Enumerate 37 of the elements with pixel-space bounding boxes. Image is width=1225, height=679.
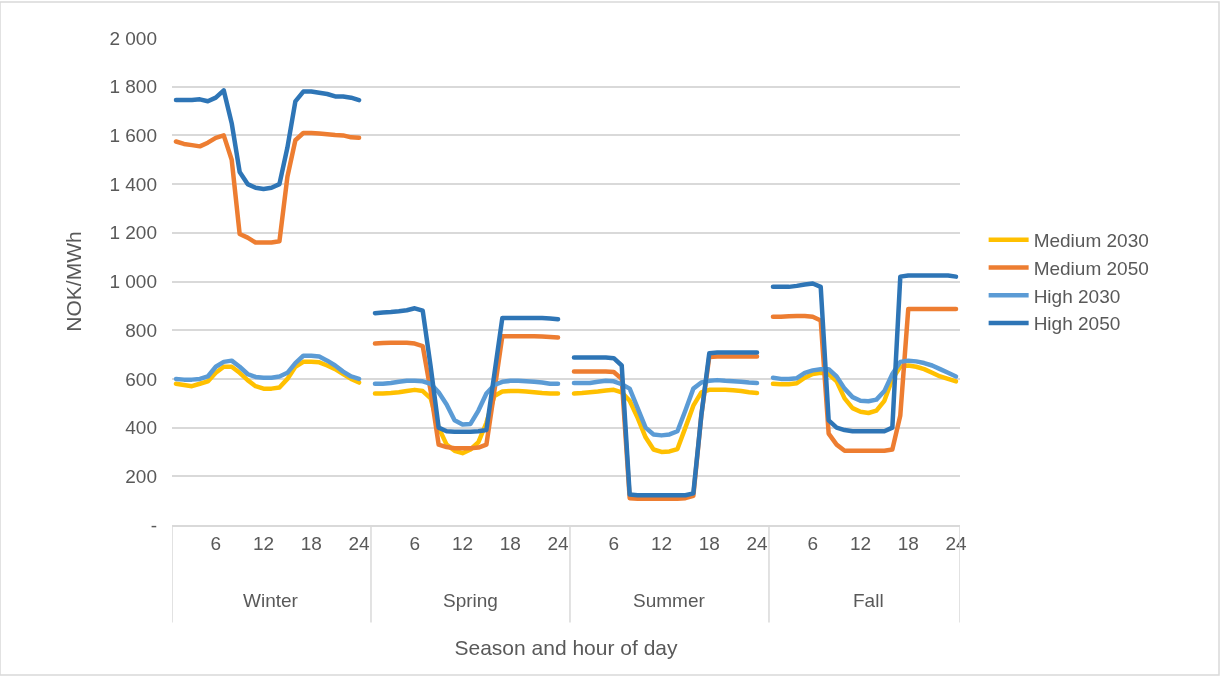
x-tick-label: 18 [300, 532, 322, 554]
x-tick-label: 12 [451, 532, 474, 554]
x-tick-label: 12 [849, 532, 872, 554]
y-tick-label: 800 [125, 319, 157, 341]
x-tick-label: 18 [698, 532, 720, 554]
y-axis-title: NOK/MWh [61, 231, 85, 332]
x-tick-label: 12 [650, 532, 673, 554]
text: Summer [633, 590, 706, 611]
x-tick-label: 6 [409, 532, 421, 554]
x-tick-label: 6 [807, 532, 819, 554]
x-tick-label: 24 [547, 532, 570, 554]
legend-label: Medium 2050 [1033, 257, 1149, 279]
x-tick-label: 18 [897, 532, 919, 554]
legend-label: High 2030 [1033, 285, 1121, 307]
text: Fall [853, 590, 884, 611]
text: Winter [243, 590, 299, 611]
legend-label: High 2050 [1033, 313, 1121, 335]
y-tick-label: 1 800 [109, 76, 157, 98]
x-tick-label: 6 [210, 532, 222, 554]
legend-label: Medium 2030 [1033, 230, 1149, 252]
text: Spring [443, 590, 498, 611]
x-axis-title: Season and hour of day [454, 636, 678, 660]
y-tick-label: 200 [125, 465, 157, 487]
y-tick-label: 400 [125, 417, 157, 439]
x-tick-label: 6 [608, 532, 620, 554]
x-tick-label: 24 [348, 532, 371, 554]
x-tick-label: 24 [746, 532, 769, 554]
x-tick-label: 18 [499, 532, 521, 554]
y-tick-label: 600 [125, 368, 157, 390]
y-tick-label: 1 600 [109, 125, 157, 147]
y-tick-label: 1 000 [109, 271, 157, 293]
y-tick-label: - [150, 514, 157, 536]
x-tick-label: 24 [945, 532, 968, 554]
y-tick-label: 1 200 [109, 222, 157, 244]
x-tick-label: 12 [252, 532, 275, 554]
y-tick-label: 2 000 [109, 27, 157, 49]
y-tick-label: 1 400 [109, 173, 157, 195]
